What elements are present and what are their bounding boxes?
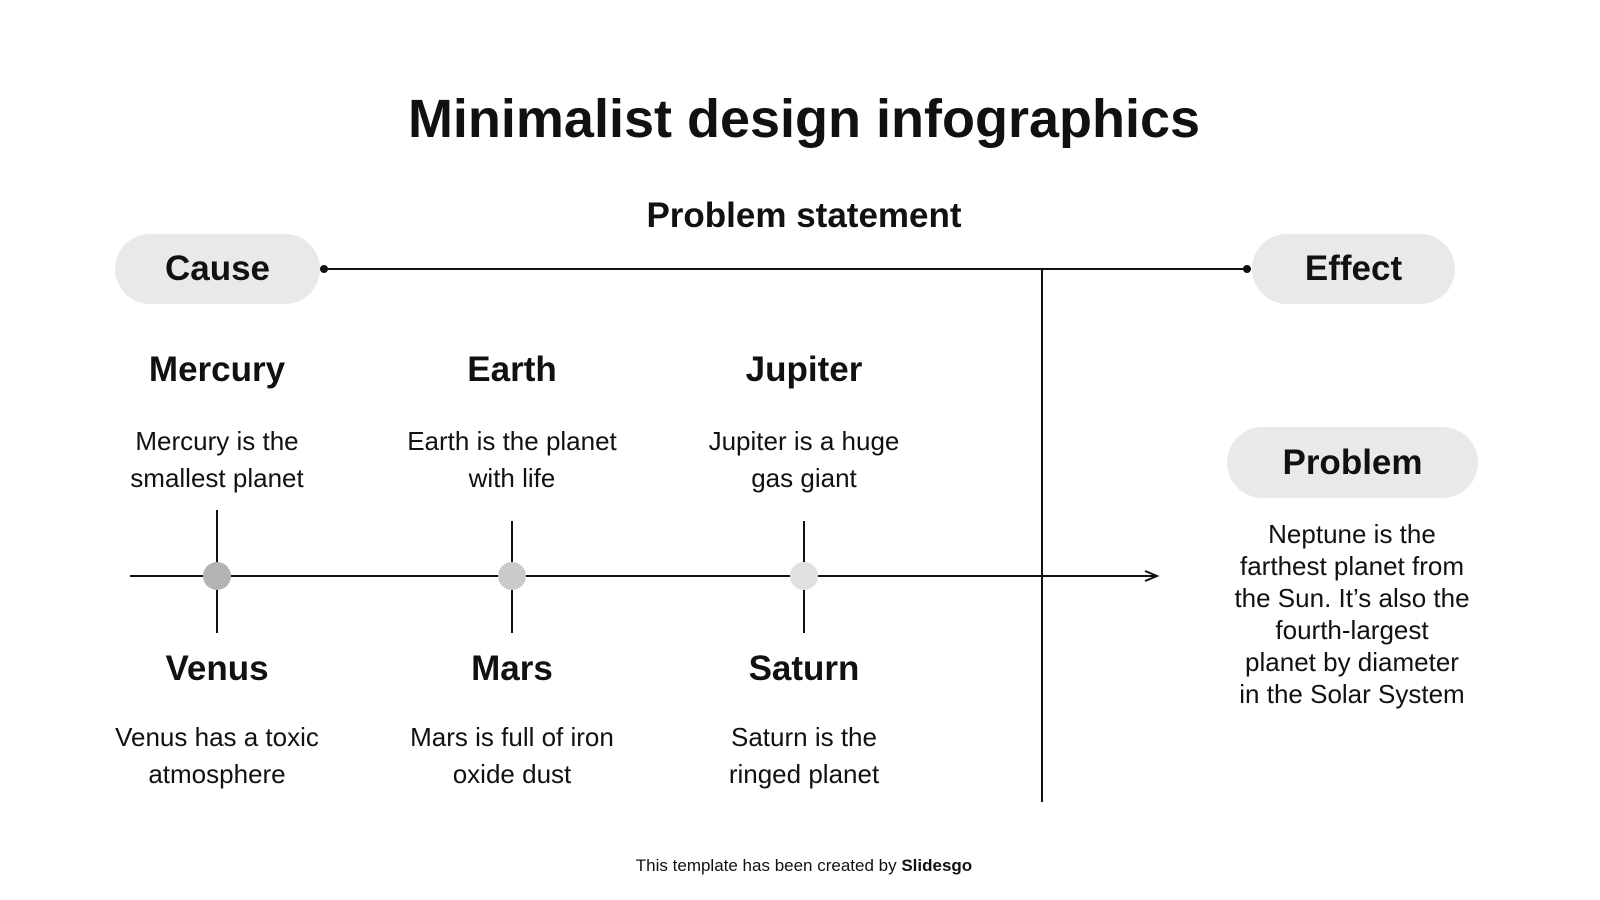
cause-desc-venus: Venus has a toxic atmosphere <box>115 719 319 793</box>
problem-description: Neptune is the farthest planet from the … <box>1234 518 1469 710</box>
problem-line: planet by diameter <box>1245 647 1459 677</box>
dot-jupiter <box>790 562 818 590</box>
problem-line: farthest planet from <box>1240 551 1464 581</box>
problem-line: fourth-largest <box>1275 615 1429 645</box>
problem-pill: Problem <box>1227 427 1478 498</box>
desc-line: with life <box>468 463 556 493</box>
desc-line: Mercury is the <box>135 426 299 456</box>
desc-line: oxide dust <box>452 759 572 789</box>
desc-line: smallest planet <box>130 463 304 493</box>
cause-pill: Cause <box>115 234 320 304</box>
footer-text: This template has been created by <box>635 856 902 875</box>
cause-title-jupiter: Jupiter <box>745 350 863 389</box>
problem-statement-heading: Problem statement <box>646 196 962 235</box>
cause-title-saturn: Saturn <box>748 649 860 688</box>
desc-line: Saturn is the <box>731 722 877 752</box>
desc-line: Mars is full of iron <box>410 722 614 752</box>
dot-earth <box>498 562 526 590</box>
cause-desc-mars: Mars is full of iron oxide dust <box>410 719 614 793</box>
arrow-head <box>1144 570 1160 582</box>
cause-connector-dot <box>320 265 328 273</box>
cause-title-mercury: Mercury <box>148 350 286 389</box>
problem-line: the Sun. It’s also the <box>1234 583 1470 613</box>
desc-line: Earth is the planet <box>407 426 617 456</box>
page-title: Minimalist design infographics <box>407 89 1201 149</box>
dot-mercury <box>203 562 231 590</box>
desc-line: gas giant <box>751 463 857 493</box>
effect-pill: Effect <box>1252 234 1455 304</box>
desc-line: Jupiter is a huge <box>708 426 900 456</box>
desc-line: Venus has a toxic <box>115 722 319 752</box>
cause-desc-mercury: Mercury is the smallest planet <box>130 423 303 497</box>
cause-desc-jupiter: Jupiter is a huge gas giant <box>709 423 900 497</box>
problem-line: in the Solar System <box>1239 679 1465 709</box>
cause-desc-earth: Earth is the planet with life <box>407 423 617 497</box>
cause-title-venus: Venus <box>165 649 269 688</box>
cause-title-mars: Mars <box>471 649 553 688</box>
desc-line: ringed planet <box>728 759 880 789</box>
cause-title-earth: Earth <box>467 350 557 389</box>
effect-connector-dot <box>1243 265 1251 273</box>
cause-desc-saturn: Saturn is the ringed planet <box>729 719 879 793</box>
footer-brand-link[interactable]: Slidesgo <box>901 856 973 875</box>
problem-line: Neptune is the <box>1268 519 1436 549</box>
desc-line: atmosphere <box>148 759 286 789</box>
footer-credit: This template has been created by Slides… <box>636 856 972 876</box>
